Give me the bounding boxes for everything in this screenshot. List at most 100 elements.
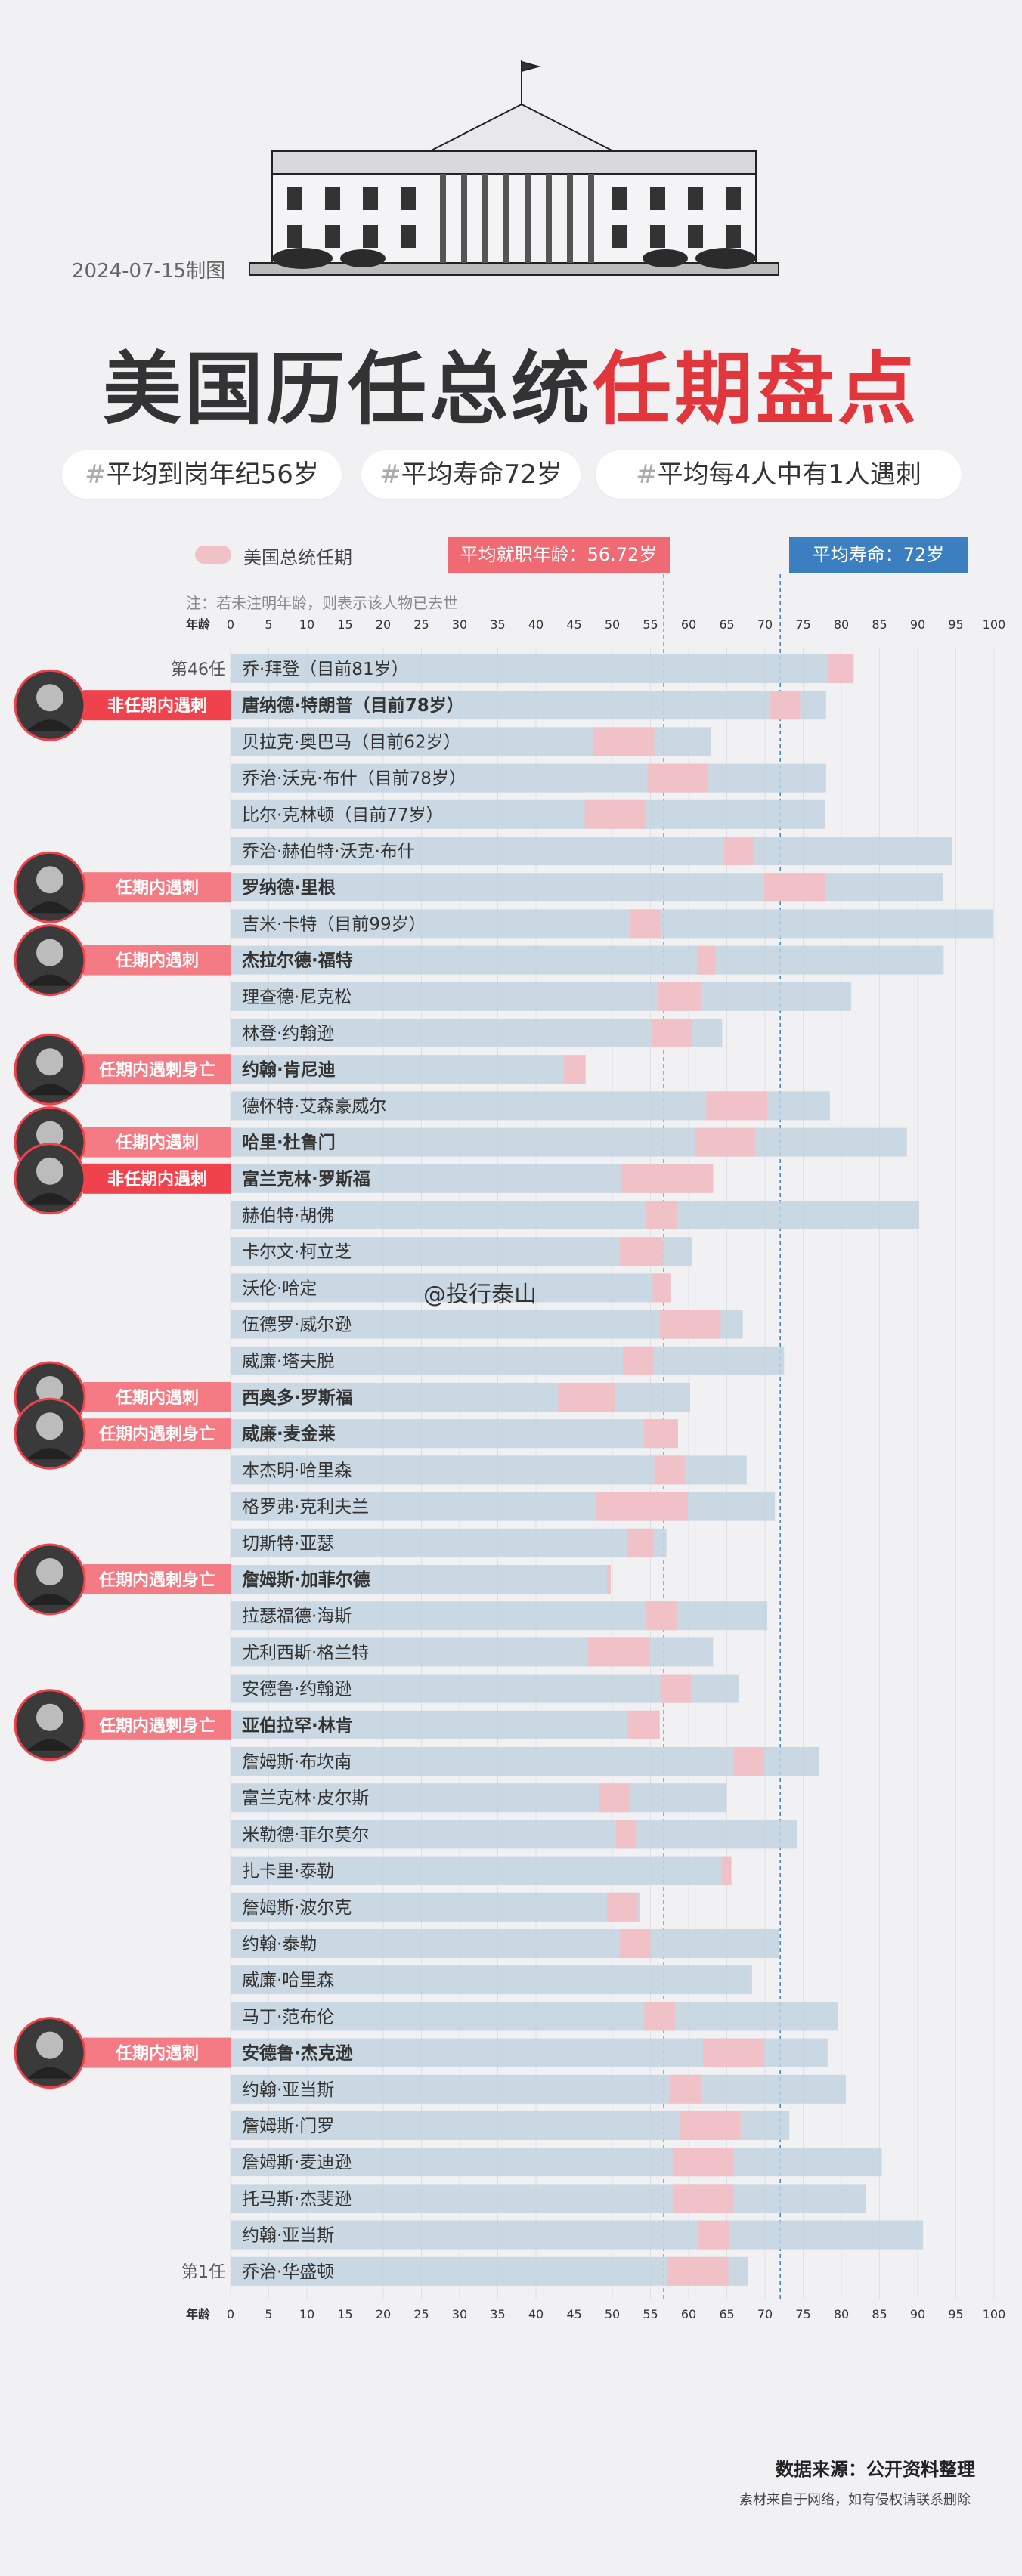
president-name: 乔·拜登（目前81岁） bbox=[242, 660, 409, 679]
term-bar bbox=[658, 982, 701, 1011]
hash-mark: # bbox=[636, 459, 658, 490]
window bbox=[287, 187, 302, 210]
lifespan-bar bbox=[231, 2220, 924, 2250]
president-name: 乔治·赫伯特·沃克·布什 bbox=[242, 842, 415, 861]
president-name: 托马斯·杰斐逊 bbox=[242, 2189, 352, 2209]
tick-label: 35 bbox=[490, 2307, 505, 2321]
tick-label: 10 bbox=[299, 617, 314, 632]
term-bar bbox=[647, 763, 709, 793]
term-bar bbox=[606, 1565, 611, 1594]
term-bar bbox=[623, 1346, 654, 1375]
event-badge-label: 任期内遇刺身亡 bbox=[98, 1424, 215, 1444]
term-bar bbox=[630, 909, 661, 939]
column bbox=[503, 174, 509, 263]
portrait-body bbox=[27, 1739, 73, 1751]
president-name: 约翰·泰勒 bbox=[242, 1934, 317, 1954]
president-name: 威廉·麦金莱 bbox=[242, 1424, 336, 1444]
tick-label: 70 bbox=[757, 2307, 773, 2321]
weibo-watermark: @投行泰山 bbox=[423, 1282, 537, 1308]
term-bar bbox=[721, 1856, 732, 1885]
event-badge-label: 任期内遇刺 bbox=[115, 2044, 199, 2064]
tick-label: 95 bbox=[948, 617, 963, 632]
tag-avg-age: #平均到岗年纪56岁 bbox=[62, 450, 342, 499]
event-badge bbox=[83, 1054, 231, 1085]
president-name: 格罗弗·克利夫兰 bbox=[242, 1498, 369, 1517]
lifespan-bar bbox=[231, 1237, 693, 1266]
tick-label: 70 bbox=[757, 617, 773, 632]
last-term-label: 第1任 bbox=[181, 2263, 225, 2282]
column bbox=[525, 174, 531, 263]
president-name: 詹姆斯·波尔克 bbox=[242, 1898, 352, 1918]
tick-label: 25 bbox=[413, 2307, 429, 2321]
tick-label: 45 bbox=[566, 2307, 581, 2321]
portrait-head bbox=[36, 1157, 63, 1185]
term-bar bbox=[827, 654, 854, 683]
president-name: 卡尔文·柯立芝 bbox=[242, 1242, 352, 1262]
page-title: 美国历任总统任期盘点 bbox=[0, 325, 1022, 439]
window bbox=[612, 225, 627, 248]
lifespan-bar bbox=[231, 873, 943, 902]
lifespan-bar bbox=[231, 1710, 660, 1739]
term-bar bbox=[659, 1310, 721, 1339]
lifespan-bar bbox=[231, 2184, 866, 2213]
president-name: 安德鲁·杰克逊 bbox=[242, 2043, 353, 2064]
term-bar bbox=[584, 799, 646, 829]
president-name: 罗纳德·里根 bbox=[242, 877, 336, 898]
term-bar bbox=[679, 2111, 741, 2140]
term-bar bbox=[695, 1127, 755, 1157]
column bbox=[440, 174, 446, 263]
event-badge bbox=[83, 1418, 231, 1449]
portrait-head bbox=[36, 1376, 63, 1403]
lifespan-bar bbox=[231, 1820, 797, 1849]
title-part-2: 任期盘点 bbox=[593, 342, 920, 435]
president-name: 威廉·塔夫脱 bbox=[242, 1352, 334, 1371]
president-name: 威廉·哈里森 bbox=[242, 1971, 334, 1990]
lifespan-bar bbox=[231, 1565, 611, 1594]
tag-text: 平均每4人中有1人遇刺 bbox=[657, 459, 921, 490]
lifespan-bar bbox=[231, 1127, 907, 1157]
president-name: 约翰·亚当斯 bbox=[242, 2080, 334, 2100]
president-name: 理查德·尼克松 bbox=[242, 988, 352, 1007]
portrait-body bbox=[27, 1192, 73, 1205]
lifespan-bar bbox=[231, 2002, 838, 2031]
president-name: 德怀特·艾森豪威尔 bbox=[242, 1096, 386, 1116]
lifespan-bar bbox=[231, 1310, 743, 1339]
tag-text: 平均寿命72岁 bbox=[401, 459, 562, 490]
legend-label: 美国总统任期 bbox=[243, 547, 352, 568]
tick-label: 15 bbox=[337, 617, 352, 632]
lifespan-bar bbox=[231, 1601, 768, 1631]
president-name: 富兰克林·罗斯福 bbox=[242, 1169, 370, 1189]
event-badge bbox=[83, 945, 231, 976]
president-name: 杰拉尔德·福特 bbox=[242, 951, 353, 971]
window bbox=[726, 187, 741, 210]
column bbox=[461, 174, 467, 263]
tick-label: 20 bbox=[376, 617, 391, 632]
lifespan-bar bbox=[231, 799, 825, 829]
term-bar bbox=[563, 1055, 586, 1084]
portrait-head bbox=[36, 684, 63, 712]
portrait-head bbox=[36, 1558, 63, 1585]
portrait-body bbox=[27, 1594, 73, 1605]
lifespan-bar bbox=[231, 909, 993, 939]
window bbox=[363, 225, 378, 248]
hash-mark: # bbox=[85, 459, 107, 490]
president-name: 乔治·华盛顿 bbox=[242, 2262, 334, 2282]
tick-label: 35 bbox=[490, 617, 505, 632]
president-name: 林登·约翰逊 bbox=[242, 1024, 334, 1044]
column bbox=[482, 174, 488, 263]
lifespan-bar bbox=[231, 982, 852, 1011]
term-bar bbox=[672, 2148, 734, 2177]
tick-label: 40 bbox=[528, 617, 544, 632]
data-source: 数据来源：公开资料整理 bbox=[776, 2459, 975, 2480]
date-label: 2024-07-15制图 bbox=[72, 260, 226, 283]
portrait-body bbox=[27, 1084, 73, 1096]
term-bar bbox=[621, 1164, 714, 1193]
president-name: 扎卡里·泰勒 bbox=[242, 1862, 334, 1882]
window bbox=[612, 187, 627, 210]
president-name: 尤利西斯·格兰特 bbox=[242, 1643, 369, 1662]
event-badge-label: 任期内遇刺 bbox=[115, 878, 199, 898]
portrait-head bbox=[36, 866, 63, 894]
term-bar bbox=[750, 1965, 752, 1995]
tick-label: 65 bbox=[719, 617, 734, 632]
lifespan-bar bbox=[231, 1892, 640, 1922]
